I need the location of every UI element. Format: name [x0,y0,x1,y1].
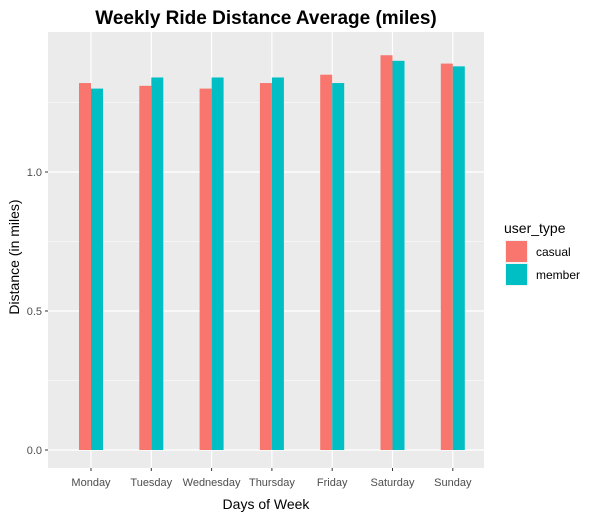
bar-casual-monday [79,83,91,450]
x-tick-label-wednesday: Wednesday [183,477,241,489]
x-tick-label-thursday: Thursday [249,477,295,489]
legend: user_type casual member [504,220,580,286]
x-tick-label-friday: Friday [317,477,348,489]
bar-member-saturday [392,60,405,451]
x-axis: Monday Tuesday Wednesday Thursday Friday Satu… [71,468,472,489]
bar-casual-friday [320,74,333,450]
x-axis-title: Days of Week [223,496,311,512]
legend-key-member [506,264,527,285]
bar-member-tuesday [151,77,164,450]
bar-member-monday [91,88,103,450]
y-tick-label: 1.0 [27,167,42,179]
y-axis-title: Distance (in miles) [6,199,22,314]
bar-member-thursday [271,77,284,450]
bars [79,55,465,451]
bar-member-friday [332,83,345,450]
legend-title: user_type [504,220,566,236]
bar-casual-wednesday [199,88,212,450]
bar-casual-saturday [380,55,393,451]
legend-key-casual [506,241,527,262]
chart-title: Weekly Ride Distance Average (miles) [95,8,436,29]
y-tick-label: 0.5 [27,306,42,318]
bar-casual-tuesday [139,85,152,450]
bar-casual-thursday [259,83,272,450]
bar-member-sunday [452,66,465,451]
x-tick-label-saturday: Saturday [370,477,415,489]
bar-casual-sunday [440,63,453,450]
x-tick-label-monday: Monday [71,477,111,489]
legend-label-member: member [536,268,580,282]
y-tick-label: 0.0 [27,445,42,457]
legend-label-casual: casual [536,245,571,259]
x-tick-label-sunday: Sunday [434,477,472,489]
y-axis: 0.0 0.5 1.0 [27,167,48,457]
x-tick-label-tuesday: Tuesday [130,477,172,489]
bar-member-wednesday [211,77,224,450]
